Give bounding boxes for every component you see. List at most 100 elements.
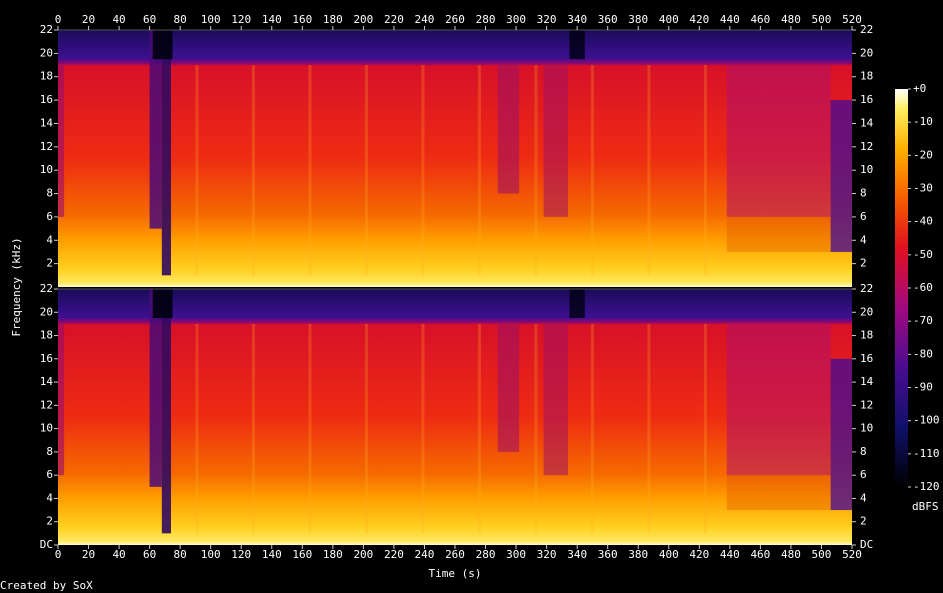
spectrogram-texture — [534, 323, 538, 534]
y-tick-label: 14 — [860, 116, 874, 129]
y-tick-label: 4 — [860, 491, 867, 504]
x-tick-label: 200 — [353, 13, 373, 26]
spectrogram-texture — [308, 323, 312, 534]
y-tick-label: 12 — [40, 140, 53, 153]
footer: Created by SoX — [0, 579, 93, 592]
y-tick-label: 8 — [860, 445, 867, 458]
y-tick-label: 18 — [860, 329, 873, 342]
x-tick-label: 120 — [231, 13, 251, 26]
spectrogram-texture — [421, 323, 425, 534]
x-tick-label: 100 — [201, 13, 221, 26]
x-tick-label: 360 — [598, 548, 618, 561]
colorbar-tick-label: -60 — [913, 281, 933, 294]
colorbar-tick-label: -80 — [913, 347, 933, 360]
y-tick-label: 10 — [40, 422, 53, 435]
y-tick-label: DC — [40, 538, 53, 551]
y-tick-label: 2 — [46, 515, 53, 528]
spectrogram-texture — [308, 65, 312, 276]
y-tick-label: 12 — [860, 398, 873, 411]
spectrogram-texture — [726, 65, 831, 217]
x-tick-label: 300 — [506, 548, 526, 561]
x-tick-label: 280 — [476, 13, 496, 26]
y-tick-label: 4 — [860, 233, 867, 246]
x-tick-label: 180 — [323, 13, 343, 26]
y-tick-label: 4 — [46, 491, 53, 504]
x-tick-label: 60 — [143, 548, 156, 561]
x-tick-label: 160 — [292, 548, 312, 561]
y-tick-label: 2 — [860, 515, 867, 528]
y-tick-label: 6 — [46, 210, 53, 223]
spectrogram-texture — [830, 100, 852, 252]
colorbar-tick-label: +0 — [913, 82, 926, 95]
colorbar-tick-label: -90 — [913, 381, 933, 394]
y-tick-label: 10 — [860, 422, 873, 435]
y-tick-label: 6 — [860, 468, 867, 481]
x-tick-label: 500 — [812, 548, 832, 561]
y-tick-label: 4 — [46, 233, 53, 246]
y-tick-label: 10 — [860, 163, 873, 176]
colorbar-tick-label: -100 — [913, 414, 940, 427]
spectrogram-texture — [703, 65, 707, 276]
spectrogram-texture — [152, 289, 173, 319]
x-tick-label: 20 — [82, 548, 95, 561]
x-tick-label: 0 — [55, 548, 62, 561]
y-tick-label: 14 — [40, 375, 54, 388]
y-tick-label: 6 — [46, 468, 53, 481]
plots — [58, 29, 852, 545]
colorbar-label: dBFS — [912, 500, 939, 513]
spectrogram-texture — [647, 323, 651, 534]
x-tick-label: 240 — [415, 13, 435, 26]
y-tick-label: 14 — [860, 375, 874, 388]
spectrogram-texture — [364, 65, 368, 276]
y-tick-label: 20 — [40, 46, 53, 59]
spectrogram-texture — [726, 475, 831, 511]
y-tick-label: 10 — [40, 163, 53, 176]
y-axis-label: Frequency (kHz) — [10, 237, 23, 336]
x-tick-label: 200 — [353, 548, 373, 561]
spectrogram-texture — [830, 358, 852, 511]
y-tick-label: 18 — [40, 329, 53, 342]
spectrogram-texture — [161, 30, 171, 276]
colorbar-tick-label: -40 — [913, 215, 933, 228]
colorbar-tick-label: -50 — [913, 248, 933, 261]
x-tick-label: 60 — [143, 13, 156, 26]
x-tick-label: 480 — [781, 548, 801, 561]
x-tick-label: 40 — [112, 13, 125, 26]
x-tick-label: 260 — [445, 13, 465, 26]
y-tick-label: 8 — [860, 187, 867, 200]
x-tick-label: 440 — [720, 13, 740, 26]
x-tick-label: 460 — [750, 13, 770, 26]
y-tick-label: 18 — [860, 70, 873, 83]
spectrogram-texture — [195, 65, 199, 276]
spectrogram-texture — [497, 323, 520, 452]
y-tick-label: 14 — [40, 116, 54, 129]
y-tick-label: 2 — [46, 257, 53, 270]
spectrogram-texture — [161, 289, 171, 534]
spectrogram-texture — [477, 323, 481, 534]
x-tick-label: 520 — [842, 13, 862, 26]
spectrogram-texture — [251, 323, 255, 534]
spectrogram-image — [58, 30, 852, 287]
x-tick-label: 220 — [384, 13, 404, 26]
x-tick-label: 440 — [720, 548, 740, 561]
y-tick-label: 16 — [860, 93, 873, 106]
y-tick-label: 22 — [40, 282, 53, 295]
x-tick-label: 120 — [231, 548, 251, 561]
x-tick-label: 0 — [55, 13, 62, 26]
x-tick-label: 460 — [750, 548, 770, 561]
spectrogram-texture — [149, 30, 162, 229]
colorbar-tick-label: -30 — [913, 182, 933, 195]
spectrogram-texture — [569, 289, 585, 319]
spectrogram-texture — [590, 65, 594, 276]
spectrogram-texture — [534, 65, 538, 276]
x-tick-label: 140 — [262, 13, 282, 26]
x-tick-label: 80 — [174, 548, 187, 561]
y-tick-label: 18 — [40, 70, 53, 83]
x-tick-label: 320 — [537, 548, 557, 561]
spectrogram-texture — [726, 323, 831, 476]
spectrogram-texture — [251, 65, 255, 276]
x-tick-label: 380 — [628, 13, 648, 26]
x-tick-label: 520 — [842, 548, 862, 561]
spectrogram-texture — [421, 65, 425, 276]
